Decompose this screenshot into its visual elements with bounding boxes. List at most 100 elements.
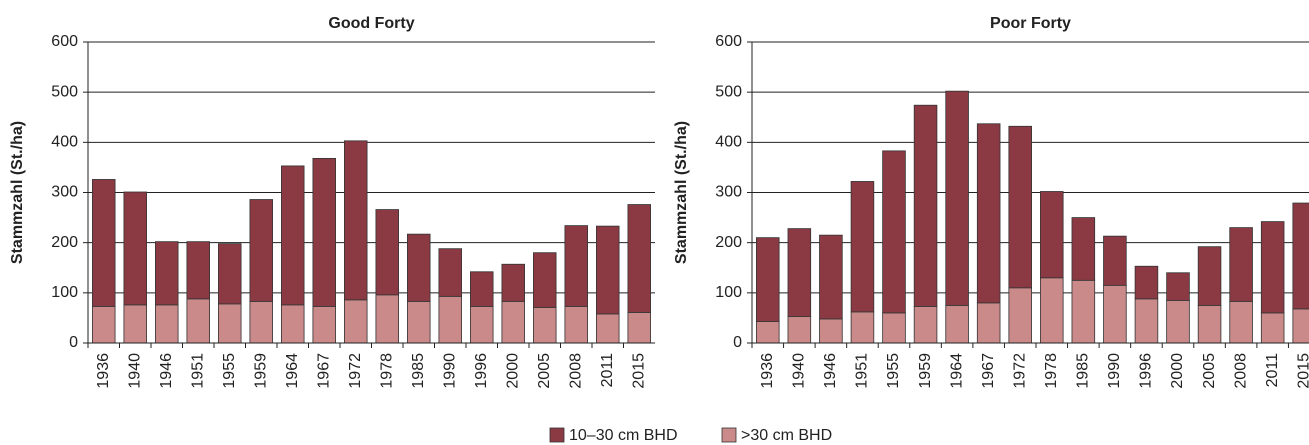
- bar-segment: [850, 181, 875, 313]
- x-tick-label: 1990: [1106, 353, 1123, 389]
- bar-segment: [1040, 191, 1064, 279]
- x-tick-label: 1972: [1011, 353, 1028, 389]
- bar-segment: [1292, 308, 1309, 344]
- bar-segment: [882, 312, 906, 344]
- y-tick-label: 0: [733, 334, 742, 351]
- bar-segment: [281, 165, 305, 306]
- bar-segment: [218, 303, 242, 344]
- bar-segment: [1008, 287, 1032, 344]
- x-tick-label: 1996: [1138, 353, 1155, 389]
- bar-segment: [344, 140, 368, 301]
- bar-segment: [533, 306, 557, 344]
- bar-segment: [155, 304, 179, 344]
- x-tick-label: 1936: [759, 353, 776, 389]
- x-tick-label: 2011: [599, 353, 616, 388]
- bar-segment: [913, 305, 938, 344]
- y-tick-label: 500: [715, 83, 742, 100]
- y-tick-label: 200: [51, 234, 78, 251]
- bar-segment: [438, 248, 462, 297]
- x-tick-label: 1978: [1043, 353, 1060, 389]
- x-tick-label: 2015: [630, 353, 647, 389]
- bar-segment: [501, 263, 525, 302]
- bar-segment: [533, 252, 557, 308]
- bar-segment: [375, 294, 399, 344]
- x-tick-label: 1946: [158, 353, 175, 389]
- bar-segment: [627, 204, 651, 313]
- y-tick-label: 500: [51, 83, 78, 100]
- bar-segment: [375, 209, 399, 296]
- bar-segment: [787, 316, 812, 344]
- x-tick-label: 2005: [536, 353, 553, 389]
- x-tick-label: 1990: [441, 353, 458, 389]
- legend-label: 10–30 cm BHD: [569, 427, 678, 444]
- bar-segment: [1166, 299, 1190, 344]
- bar-segment: [92, 179, 116, 307]
- x-tick-label: 1959: [252, 353, 269, 389]
- bar-segment: [819, 234, 843, 320]
- y-tick-label: 200: [715, 234, 742, 251]
- x-tick-label: 1967: [315, 353, 332, 389]
- legend-label: >30 cm BHD: [741, 427, 832, 444]
- bar-segment: [1166, 272, 1190, 301]
- bar-segment: [1134, 298, 1159, 344]
- y-tick-label: 600: [51, 33, 78, 50]
- bar-segment: [1197, 246, 1222, 306]
- bar-segment: [850, 311, 875, 344]
- x-tick-label: 1959: [917, 353, 934, 389]
- bar-segment: [596, 313, 620, 344]
- legend-swatch: [549, 427, 565, 443]
- y-tick-label: 400: [51, 134, 78, 151]
- bar-segment: [976, 123, 1001, 304]
- x-tick-label: 1951: [189, 353, 206, 389]
- bar-segment: [1134, 265, 1159, 300]
- bar-segment: [312, 157, 336, 307]
- bar-segment: [1260, 221, 1285, 314]
- y-tick-label: 0: [69, 334, 78, 351]
- chart-title: Good Forty: [328, 15, 414, 32]
- x-tick-label: 2000: [504, 353, 521, 389]
- bar-segment: [470, 271, 494, 307]
- y-tick-label: 600: [715, 33, 742, 50]
- x-tick-label: 1964: [284, 353, 301, 389]
- bar-segment: [756, 237, 780, 322]
- bar-segment: [407, 300, 431, 344]
- bar-segment: [407, 233, 431, 302]
- x-tick-label: 1955: [885, 353, 902, 389]
- bar-segment: [1071, 279, 1096, 344]
- y-tick-label: 100: [715, 284, 742, 301]
- bar-segment: [1008, 125, 1032, 289]
- x-tick-label: 2008: [1232, 353, 1249, 389]
- x-tick-label: 2015: [1295, 353, 1309, 389]
- x-tick-label: 1985: [1075, 353, 1092, 389]
- x-tick-label: 2005: [1201, 353, 1218, 389]
- bar-segment: [945, 304, 969, 344]
- bar-segment: [92, 305, 116, 344]
- bar-segment: [1103, 235, 1127, 286]
- x-tick-label: 1985: [410, 353, 427, 389]
- x-tick-label: 1946: [822, 353, 839, 389]
- x-tick-label: 1996: [473, 353, 490, 389]
- bar-segment: [1197, 304, 1222, 344]
- bar-segment: [596, 225, 620, 315]
- bar-segment: [1040, 277, 1064, 344]
- bar-segment: [819, 318, 843, 344]
- x-tick-label: 1978: [378, 353, 395, 389]
- x-tick-label: 1951: [854, 353, 871, 389]
- bar-segment: [945, 90, 969, 306]
- x-tick-label: 2008: [567, 353, 584, 389]
- bar-segment: [312, 305, 336, 344]
- bar-segment: [1103, 284, 1127, 344]
- bar-segment: [913, 104, 938, 307]
- x-tick-label: 1967: [980, 353, 997, 389]
- bar-segment: [281, 304, 305, 344]
- bar-segment: [882, 150, 906, 314]
- bar-segment: [123, 191, 147, 306]
- bar-segment: [627, 311, 651, 344]
- bar-segment: [438, 295, 462, 344]
- bar-segment: [344, 299, 368, 344]
- x-tick-label: 1955: [221, 353, 238, 389]
- y-tick-label: 300: [51, 184, 78, 201]
- bar-segment: [1292, 202, 1309, 310]
